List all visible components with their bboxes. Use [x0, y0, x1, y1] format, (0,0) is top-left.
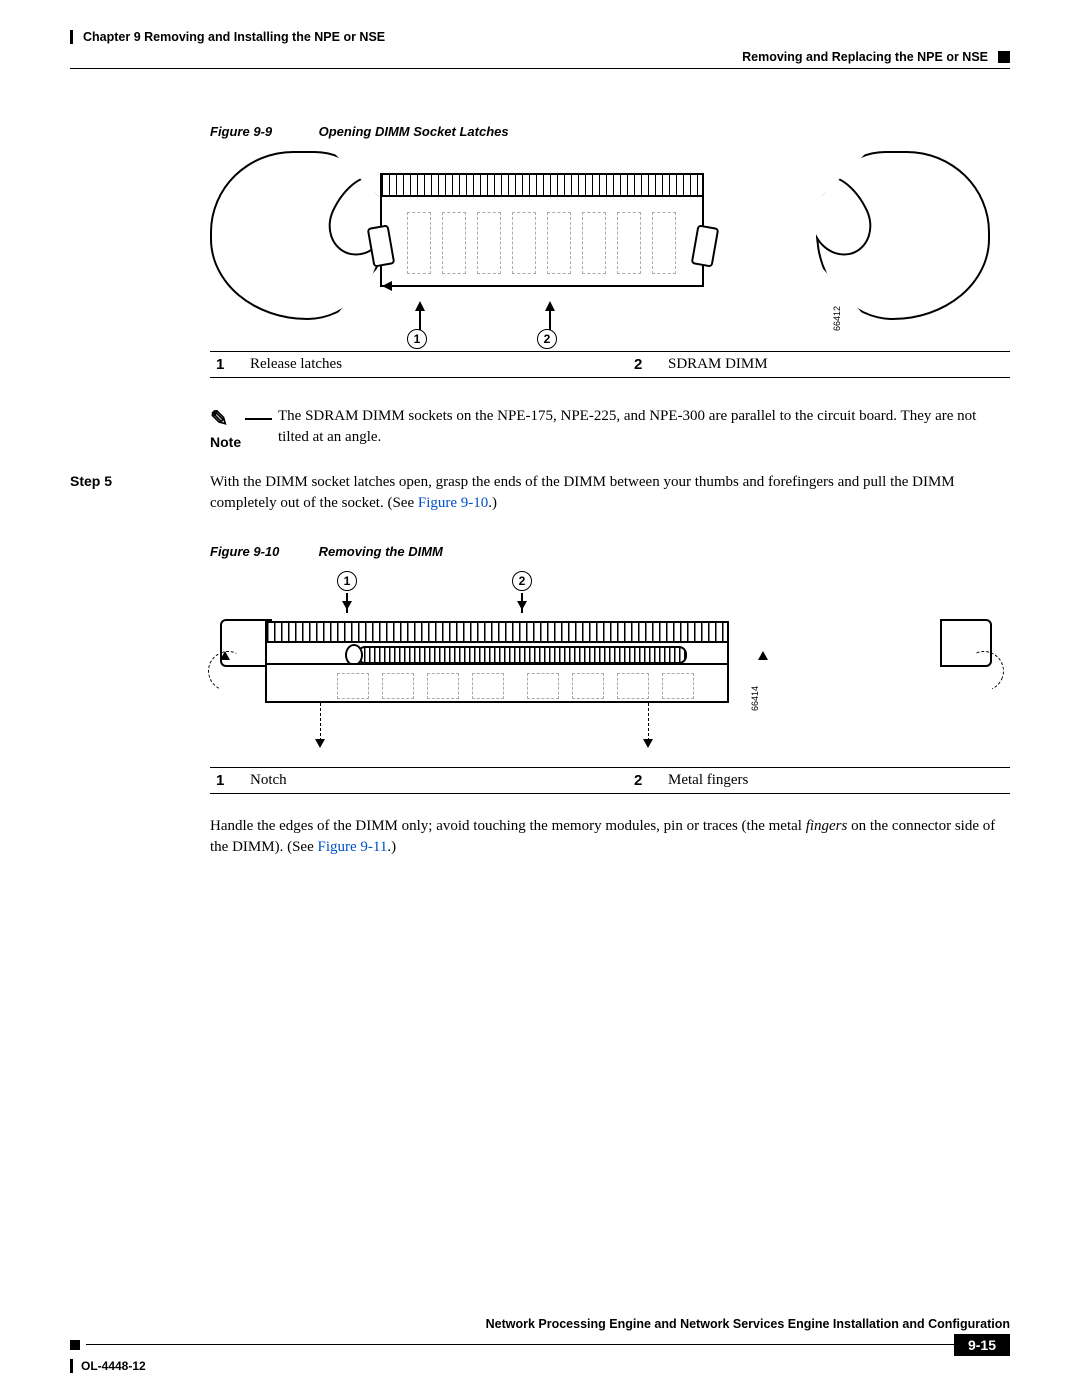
- page: Chapter 9 Removing and Installing the NP…: [0, 0, 1080, 1397]
- footer-doc-title: Network Processing Engine and Network Se…: [70, 1317, 1010, 1331]
- chip-outline: [547, 212, 571, 274]
- chip-outline: [472, 673, 504, 699]
- footer-square-icon: [70, 1340, 80, 1350]
- para-text-a: Handle the edges of the DIMM only; avoid…: [210, 818, 806, 834]
- note-text: The SDRAM DIMM sockets on the NPE-175, N…: [278, 406, 1010, 450]
- figure-9-10-art: 1 2: [210, 571, 1010, 761]
- arrowhead-down-icon: [315, 739, 325, 748]
- note-label-col: Note: [210, 406, 268, 450]
- right-thumb: [793, 164, 882, 265]
- chip-outline: [527, 673, 559, 699]
- dimm-contacts: [382, 175, 702, 197]
- step-5-text-b: .): [488, 495, 497, 511]
- motion-line: [648, 703, 649, 741]
- figure-9-9-title: Opening DIMM Socket Latches: [319, 124, 509, 139]
- step-5-body: With the DIMM socket latches open, grasp…: [210, 472, 1010, 514]
- figure-9-9-artnum: 66412: [832, 306, 842, 331]
- page-footer: Network Processing Engine and Network Se…: [70, 1317, 1010, 1373]
- figure-9-9-number: Figure 9-9: [210, 124, 315, 139]
- table-row: 1 Notch 2 Metal fingers: [210, 768, 1010, 794]
- figure-9-10-link[interactable]: Figure 9-10: [418, 495, 488, 511]
- motion-line: [320, 703, 321, 741]
- chip-outline: [617, 673, 649, 699]
- key-text: SDRAM DIMM: [662, 352, 1010, 378]
- callout-line: [346, 593, 348, 613]
- callout-2: 2: [512, 571, 532, 591]
- step-5-text-a: With the DIMM socket latches open, grasp…: [210, 474, 955, 511]
- figure-9-9-art: 1 2 66412: [210, 151, 1010, 351]
- arrowhead-down-icon: [643, 739, 653, 748]
- note-rule: [245, 418, 272, 420]
- para-text-c: .): [387, 839, 396, 855]
- header-chapter: Chapter 9 Removing and Installing the NP…: [70, 30, 1010, 44]
- arrowhead-icon: [220, 651, 230, 660]
- header-section: Removing and Replacing the NPE or NSE: [742, 50, 988, 64]
- key-text: Notch: [244, 768, 628, 794]
- key-num: 1: [210, 768, 244, 794]
- step-5-row: Step 5 With the DIMM socket latches open…: [210, 472, 1010, 514]
- metal-fingers: [357, 646, 687, 664]
- chip-outline: [652, 212, 676, 274]
- dimm-module: [380, 173, 704, 287]
- dimm-body: [382, 197, 702, 287]
- callout-1: 1: [407, 329, 427, 349]
- header-square-icon: [998, 51, 1010, 63]
- step-5-label: Step 5: [70, 472, 210, 514]
- socket-slot: [267, 643, 727, 665]
- left-hand-illustration: [210, 151, 384, 320]
- callout-2: 2: [537, 329, 557, 349]
- table-row: 1 Release latches 2 SDRAM DIMM: [210, 352, 1010, 378]
- chip-outline: [572, 673, 604, 699]
- figure-9-10-key-table: 1 Notch 2 Metal fingers: [210, 767, 1010, 794]
- note-label: Note: [210, 434, 241, 450]
- socket-base: [267, 665, 727, 705]
- figure-9-9-key-table: 1 Release latches 2 SDRAM DIMM: [210, 351, 1010, 378]
- arrowhead-icon: [758, 651, 768, 660]
- chip-outline: [582, 212, 606, 274]
- figure-9-10-caption: Figure 9-10 Removing the DIMM: [210, 544, 1010, 559]
- key-num: 2: [628, 352, 662, 378]
- callout-line: [521, 593, 523, 613]
- figure-9-10-title: Removing the DIMM: [319, 544, 443, 559]
- figure-9-9-caption: Figure 9-9 Opening DIMM Socket Latches: [210, 124, 1010, 139]
- header-rule: [70, 68, 1010, 69]
- header-section-row: Removing and Replacing the NPE or NSE: [70, 50, 1010, 64]
- chip-outline: [662, 673, 694, 699]
- content-column: Figure 9-9 Opening DIMM Socket Latches: [210, 124, 1010, 858]
- footer-row-2: OL-4448-12: [70, 1356, 1010, 1373]
- figure-9-10-number: Figure 9-10: [210, 544, 315, 559]
- chip-outline: [477, 212, 501, 274]
- chip-outline: [512, 212, 536, 274]
- figure-9-10-artnum: 66414: [750, 686, 760, 711]
- chip-outline: [617, 212, 641, 274]
- chip-outline: [337, 673, 369, 699]
- figure-9-11-link[interactable]: Figure 9-11: [317, 839, 387, 855]
- callout-arrow-icon: [545, 301, 555, 311]
- callout-arrow-icon: [382, 281, 392, 291]
- chip-outline: [407, 212, 431, 274]
- dimm-socket: [265, 621, 729, 703]
- right-hand-illustration: [816, 151, 990, 320]
- key-text: Metal fingers: [662, 768, 1010, 794]
- key-num: 1: [210, 352, 244, 378]
- notch: [345, 644, 363, 665]
- note-block: Note The SDRAM DIMM sockets on the NPE-1…: [210, 406, 1010, 450]
- footer-rule: [86, 1344, 954, 1356]
- handling-paragraph: Handle the edges of the DIMM only; avoid…: [210, 816, 1010, 858]
- chip-outline: [382, 673, 414, 699]
- socket-top-contacts: [267, 623, 727, 643]
- key-num: 2: [628, 768, 662, 794]
- key-text: Release latches: [244, 352, 628, 378]
- footer-bar: 9-15: [70, 1334, 1010, 1356]
- para-italic: fingers: [806, 818, 848, 834]
- chip-outline: [427, 673, 459, 699]
- callout-1: 1: [337, 571, 357, 591]
- page-number-badge: 9-15: [954, 1334, 1010, 1356]
- callout-arrow-icon: [415, 301, 425, 311]
- chip-outline: [442, 212, 466, 274]
- footer-doc-id: OL-4448-12: [70, 1359, 146, 1373]
